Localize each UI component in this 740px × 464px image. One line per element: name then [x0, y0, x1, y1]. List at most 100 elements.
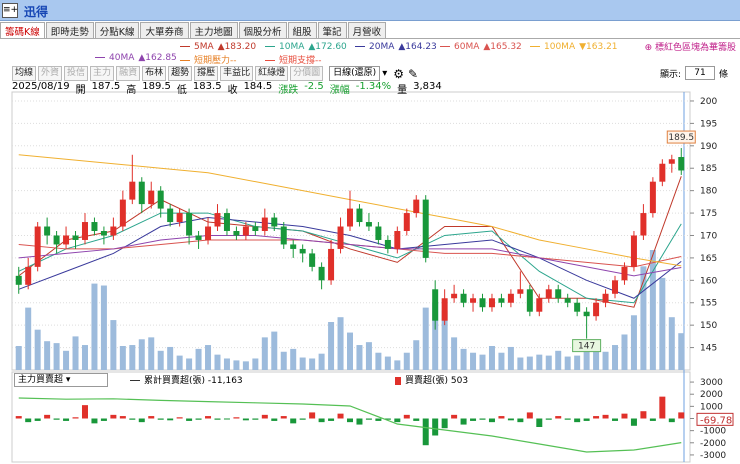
candle-body [34, 226, 41, 267]
menu-icon[interactable]: ≡+ [2, 3, 18, 18]
volume-bar [441, 310, 448, 370]
draw-icon[interactable]: ✎ [408, 66, 419, 81]
volume-bar [451, 337, 458, 370]
flow-bar [356, 418, 363, 425]
tool-button[interactable]: 主力 [90, 66, 115, 81]
legend-value: 503 [450, 376, 469, 386]
legend-value: -11,163 [207, 376, 243, 386]
volume-bar [195, 348, 202, 370]
candle-body [157, 190, 164, 209]
flow-bar [81, 405, 88, 419]
volume-bar [271, 331, 278, 370]
candle-body [422, 199, 429, 258]
candle-body [44, 226, 51, 236]
y-tick-label: 160 [700, 276, 717, 286]
date: 2025/08/19 [12, 81, 70, 92]
volume-bar [602, 351, 609, 370]
flow-bar [91, 418, 98, 424]
flow-bar [318, 418, 325, 423]
volume-bar [479, 354, 486, 370]
tool-button[interactable]: 分價圖 [290, 66, 324, 81]
info-value: 3,834 [413, 81, 442, 92]
tool-button[interactable]: 均線 [12, 66, 37, 81]
volume-bar [157, 350, 164, 370]
dropdown-arrow[interactable]: ▾ [382, 68, 388, 79]
volume-bar [337, 317, 344, 370]
flow-bar [205, 416, 212, 419]
tool-button[interactable]: 布林 [142, 66, 167, 81]
tab[interactable]: 籌碼K線 [0, 22, 45, 38]
info-label: 收 [227, 85, 238, 96]
tabs: 籌碼K線 即時走勢 分點K線 大單券商 主力地圖 個股分析 組股 筆記 月營收 [0, 22, 740, 39]
candle-body [25, 266, 32, 285]
tool-button[interactable]: 投信 [64, 66, 89, 81]
volume-bar [15, 346, 22, 370]
info-value: 187.5 [91, 81, 121, 92]
indicator-select[interactable]: 主力買賣超 ▾ [14, 373, 108, 387]
info-label: 高 [126, 85, 137, 96]
price-marker-box [666, 130, 696, 144]
candle-body [318, 266, 325, 281]
candle-body [328, 248, 335, 281]
volume-bar [621, 334, 628, 370]
tab[interactable]: 個股分析 [238, 22, 287, 38]
candle-body [271, 217, 278, 227]
display-count[interactable]: 71 [684, 66, 715, 80]
flow-bar [630, 418, 637, 426]
tool-button[interactable]: 趨勢 [168, 66, 193, 81]
flow-bar [432, 418, 439, 436]
tab[interactable]: 即時走勢 [45, 22, 94, 38]
candle-body [375, 226, 382, 240]
volume-bar [470, 352, 477, 370]
flow-bar [564, 418, 571, 420]
legend-swatch [530, 46, 540, 47]
legend-swatch [180, 46, 190, 47]
tool-button[interactable]: 撐壓 [194, 66, 219, 81]
volume-bar [668, 317, 675, 370]
volume-bar [148, 337, 155, 370]
tab[interactable]: 筆記 [317, 22, 347, 38]
candle-body [233, 231, 240, 236]
display: 顯示: 71 條 [660, 66, 728, 80]
flow-bar [195, 418, 202, 420]
y-tick-label: 170 [700, 231, 717, 241]
volume-bar [63, 350, 70, 370]
flow-bar [299, 418, 306, 420]
info-value: -1.34% [355, 81, 392, 92]
flow-bar [214, 418, 221, 420]
tool-button[interactable]: 丰益比 [220, 66, 254, 81]
y-tick-label: -1000 [700, 427, 726, 437]
candle-body [536, 298, 543, 312]
flow-bar [403, 414, 410, 419]
flow-bar [233, 417, 240, 419]
legend-swatch [355, 46, 365, 47]
legend-swatch [440, 46, 450, 47]
tool-button[interactable]: 融資 [116, 66, 141, 81]
flow-bar [659, 396, 666, 419]
tool-button[interactable]: 紅綠燈 [255, 66, 289, 81]
legend-item: 60MA ▲165.32 [440, 42, 522, 52]
info-label: 漲幅 [329, 85, 350, 96]
period-select[interactable]: 日線(還原) [329, 66, 381, 81]
flow-bar [375, 418, 382, 421]
candle-body [252, 226, 259, 231]
volume-bar [138, 339, 145, 370]
tab[interactable]: 大單券商 [140, 22, 189, 38]
volume-bar [205, 345, 212, 370]
flow-bar [621, 413, 628, 419]
value-marker: -69.78 [700, 415, 732, 426]
price-marker: 147 [578, 342, 595, 352]
volume-bar [574, 355, 581, 370]
volume-bar [526, 356, 533, 370]
candle-body [337, 226, 344, 249]
tool-button[interactable]: 外資 [38, 66, 63, 81]
tab[interactable]: 分點K線 [94, 22, 140, 38]
settings-icon[interactable]: ⚙ [393, 66, 404, 81]
flow-bar [176, 417, 183, 419]
volume-bar [100, 285, 107, 370]
tab[interactable]: 主力地圖 [189, 22, 238, 38]
flow-bar [347, 418, 353, 423]
tab[interactable]: 組股 [287, 22, 317, 38]
tab[interactable]: 月營收 [347, 22, 387, 38]
toolbar: 均線 外資 投信 主力 融資 布林 趨勢 撐壓 丰益比 紅綠燈 分價圖 日線(還原) ▾ ⚙ ✎ [12, 66, 418, 81]
